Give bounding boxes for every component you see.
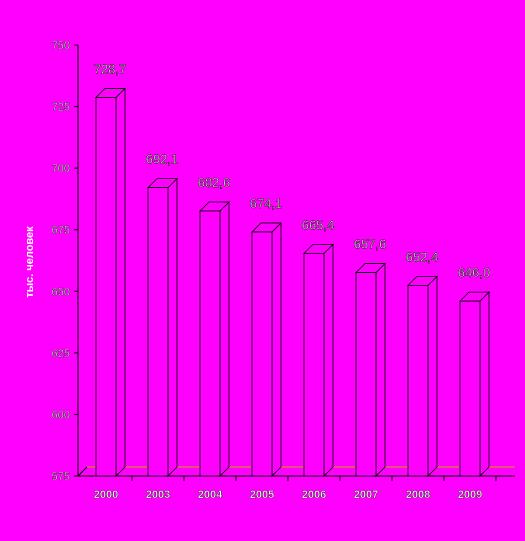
bar-front-face <box>95 97 117 477</box>
data-label: 652,4 <box>406 249 439 264</box>
bar-front-face <box>407 284 429 477</box>
bar <box>199 201 230 477</box>
data-label: 674,1 <box>250 196 283 211</box>
bar <box>459 291 490 477</box>
y-axis-label: тыс. человек <box>24 226 36 298</box>
x-tick-label: 2005 <box>250 489 274 501</box>
bar-side-face <box>167 177 178 477</box>
x-tick-label: 2009 <box>458 489 482 501</box>
bar-side-face <box>375 262 386 477</box>
bar-side-face <box>427 275 438 477</box>
data-label: 657,6 <box>354 237 387 252</box>
bar-side-face <box>271 221 282 477</box>
x-tick-label: 2003 <box>146 489 170 501</box>
bar-side-face <box>479 291 490 477</box>
bars <box>95 87 490 477</box>
bar <box>355 262 386 477</box>
floor-side-line <box>77 466 88 477</box>
bar-front-face <box>199 210 221 477</box>
axes: 575 600 625 650 675 700 725 750 2000 2003 2004 2005… <box>51 40 515 501</box>
data-label: 692,1 <box>146 152 179 167</box>
bar-front-face <box>303 252 325 477</box>
y-tick-label: 700 <box>52 163 70 175</box>
bar-side-face <box>219 201 230 477</box>
y-tick-label: 675 <box>52 225 70 237</box>
y-tick-label: 575 <box>52 471 70 483</box>
bar <box>303 243 334 477</box>
y-tick-label: 625 <box>52 348 70 360</box>
y-tick-label: 725 <box>52 102 70 114</box>
data-label: 728,7 <box>94 61 127 76</box>
y-tick-label: 650 <box>52 286 70 298</box>
bar-side-face <box>323 243 334 477</box>
data-label: 682,6 <box>198 175 231 190</box>
data-labels: 728,7 692,1 682,6 674,1 665,4 657,6 652,4 646,0 <box>94 61 491 280</box>
bar-front-face <box>251 231 273 477</box>
bar-front-face <box>459 300 481 477</box>
x-tick-label: 2007 <box>354 489 378 501</box>
bar-front-face <box>355 272 377 477</box>
bar-side-face <box>115 87 126 477</box>
bar <box>251 221 282 477</box>
data-label: 646,0 <box>458 265 491 280</box>
x-tick-label: 2004 <box>198 489 223 501</box>
x-tick-label: 2008 <box>406 489 430 501</box>
bar <box>95 87 126 477</box>
y-tick-label: 750 <box>52 40 70 52</box>
data-label: 665,4 <box>302 217 335 232</box>
y-tick-label: 600 <box>52 409 70 421</box>
bar-front-face <box>147 187 169 477</box>
bar <box>147 177 178 477</box>
bar <box>407 275 438 477</box>
x-tick-label: 2000 <box>94 489 118 501</box>
x-tick-label: 2006 <box>302 489 326 501</box>
